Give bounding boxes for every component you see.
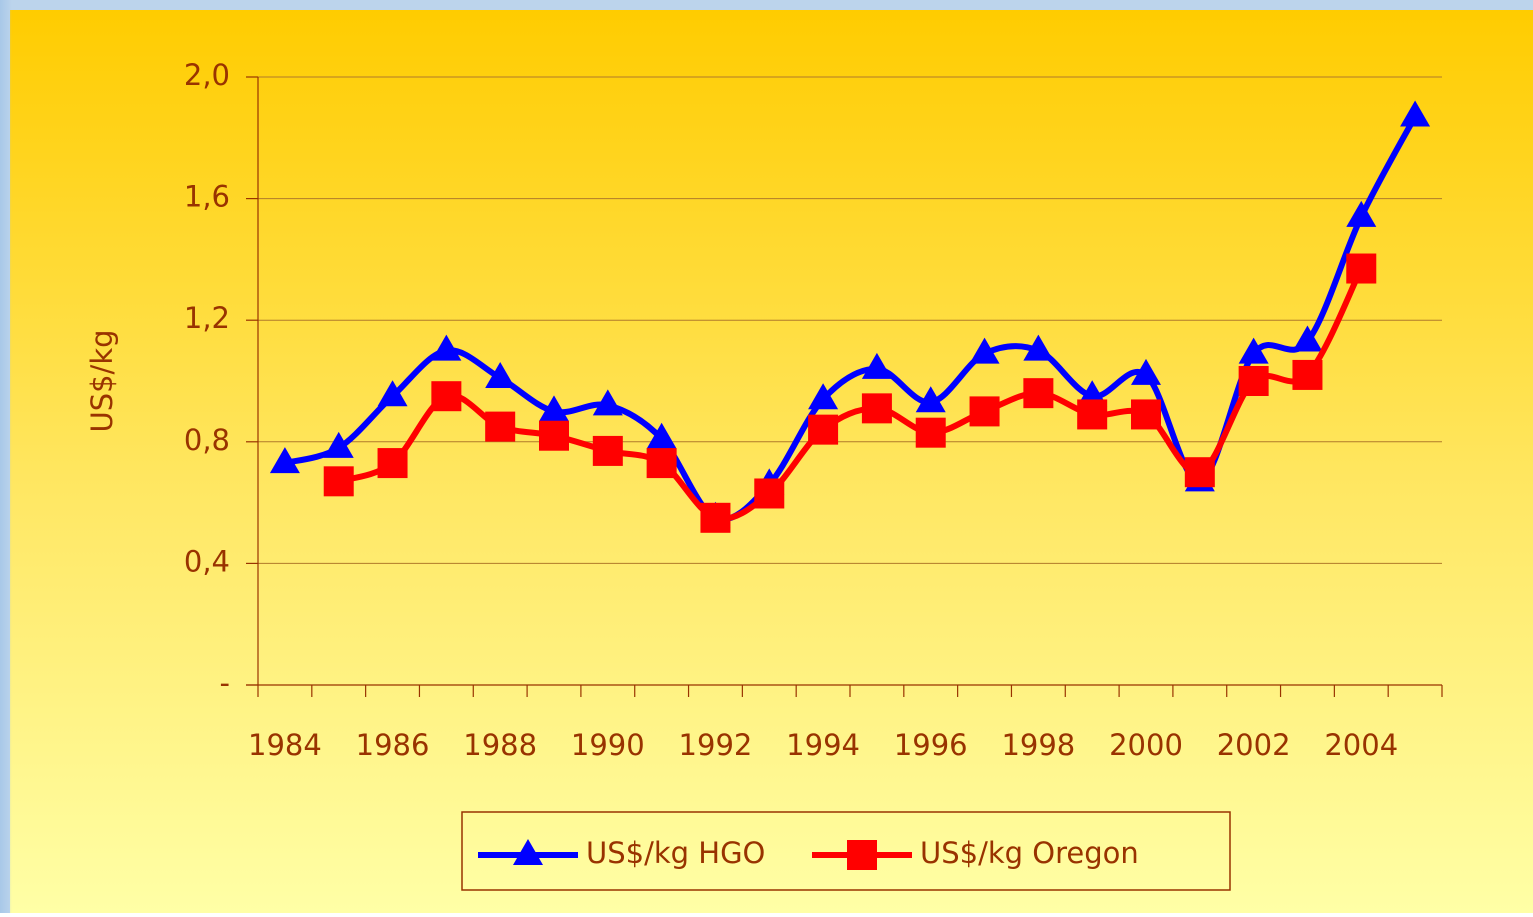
- data-point: [377, 380, 408, 407]
- data-point: [1292, 359, 1323, 390]
- data-point: [915, 386, 946, 413]
- data-point: [323, 431, 354, 458]
- x-tick-label: 2000: [1109, 728, 1183, 762]
- data-point: [861, 352, 892, 379]
- data-point: [592, 435, 623, 466]
- y-tick-label: 1,6: [184, 180, 230, 214]
- data-point: [915, 417, 946, 448]
- data-point: [1346, 200, 1377, 227]
- data-point: [754, 478, 785, 509]
- data-point: [700, 502, 731, 533]
- x-tick-label: 1998: [1001, 728, 1075, 762]
- data-point: [646, 448, 677, 479]
- data-point: [539, 395, 569, 422]
- data-point: [1346, 253, 1377, 284]
- y-tick-label: -: [220, 666, 230, 700]
- data-point: [646, 422, 677, 449]
- data-point: [1238, 337, 1269, 364]
- data-point: [592, 389, 623, 416]
- data-point: [485, 361, 516, 388]
- x-tick-label: 1996: [894, 728, 968, 762]
- x-tick-label: 2004: [1324, 728, 1398, 762]
- y-tick-label: 0,8: [184, 423, 230, 457]
- data-point: [485, 411, 516, 442]
- data-point: [1292, 325, 1323, 352]
- legend-marker: [847, 840, 877, 870]
- x-tick-label: 1988: [463, 728, 537, 762]
- data-point: [1077, 399, 1108, 430]
- x-tick-label: 1984: [248, 728, 322, 762]
- x-tick-label: 1992: [679, 728, 753, 762]
- data-point: [808, 414, 839, 445]
- data-point: [431, 381, 462, 412]
- data-point: [808, 383, 839, 410]
- edge: [0, 0, 12, 913]
- y-axis-label: US$/kg: [85, 329, 119, 432]
- data-point: [1131, 399, 1161, 430]
- data-point: [969, 337, 1000, 364]
- data-point: [269, 447, 300, 474]
- data-point: [1400, 100, 1431, 127]
- legend: [461, 811, 1231, 891]
- data-point: [431, 334, 462, 361]
- y-tick-label: 0,4: [184, 544, 230, 578]
- chart-area: [10, 10, 1533, 913]
- x-tick-label: 2002: [1217, 728, 1291, 762]
- data-point: [1184, 457, 1215, 488]
- x-tick-label: 1990: [571, 728, 645, 762]
- data-point: [377, 448, 408, 479]
- data-point: [1131, 358, 1161, 385]
- data-point: [969, 396, 1000, 427]
- data-point: [1023, 378, 1054, 409]
- data-point: [323, 466, 354, 497]
- legend-label: US$/kg Oregon: [920, 836, 1139, 870]
- x-tick-label: 1994: [786, 728, 860, 762]
- data-point: [1023, 334, 1054, 361]
- x-tick-label: 1986: [356, 728, 430, 762]
- data-point: [861, 393, 892, 424]
- data-point: [539, 420, 569, 451]
- legend-label: US$/kg HGO: [586, 836, 765, 870]
- data-point: [1238, 366, 1269, 396]
- y-tick-label: 2,0: [184, 58, 230, 92]
- legend-marker: [513, 839, 543, 865]
- y-tick-label: 1,2: [184, 301, 230, 335]
